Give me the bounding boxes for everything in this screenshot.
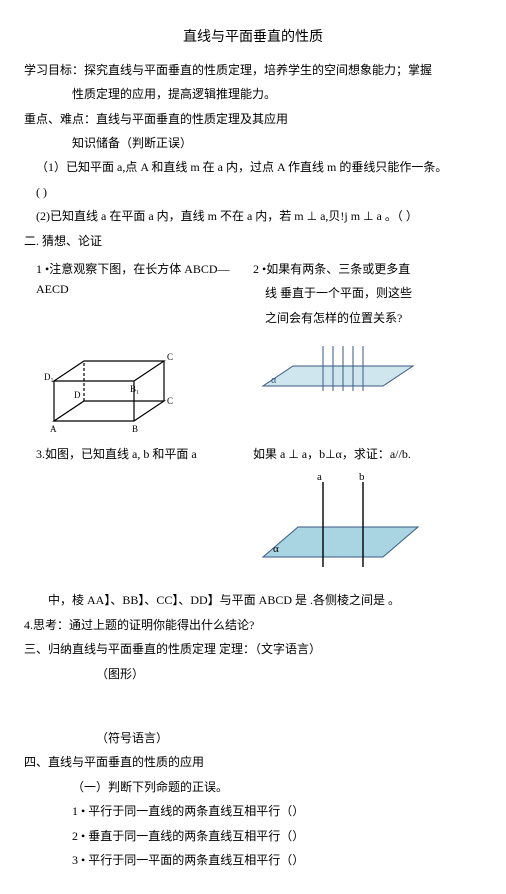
plane-multi-lines-figure: α: [253, 336, 482, 406]
s2-observe-text: 1 •注意观察下图，在长方体 ABCD—AECD: [36, 259, 253, 300]
svg-text:D: D: [74, 390, 81, 400]
s4-item-3: 3 • 平行于同一平面的两条直线互相平行（）: [72, 850, 482, 870]
svg-text:α: α: [273, 543, 279, 555]
s4-item-1: 1 • 平行于同一直线的两条直线互相平行（）: [72, 801, 482, 821]
cuboid-figure: A B C D D₁ B₁ C: [24, 336, 253, 436]
plane-two-lines-figure: a b α: [253, 472, 482, 582]
question-1-blank: ( ): [36, 182, 482, 202]
section-3-line-2: （图形）: [96, 664, 482, 684]
svg-text:C: C: [167, 352, 173, 362]
svg-text:D₁: D₁: [44, 372, 54, 382]
question-1-text: （1）已知平面 a,点 A 和直线 m 在 a 内，过点 A 作直线 m 的垂线…: [36, 157, 482, 177]
s2-right-2: 线 垂直于一个平面，则这些: [265, 283, 482, 303]
keypoint-line: 重点、难点：直线与平面垂直的性质定理及其应用: [24, 109, 482, 129]
s2-q3-right: 如果 a ⊥ a，b⊥α，求证：a//b.: [253, 444, 482, 464]
s2-mid-text: 中，棱 AA】、BB】、CC】、DD】与平面 ABCD 是 .各侧棱之间是 。: [48, 590, 482, 610]
section-3-line-1: 三、归纳直线与平面垂直的性质定理 定理：（文字语言）: [24, 639, 482, 659]
svg-text:b: b: [359, 472, 365, 483]
svg-text:a: a: [317, 472, 322, 483]
s4-item-2: 2 • 垂直于同一直线的两条直线互相平行（）: [72, 826, 482, 846]
svg-text:C: C: [167, 396, 173, 406]
svg-text:B₁: B₁: [130, 384, 139, 394]
svg-text:B: B: [132, 424, 138, 434]
s2-q4-text: 4.思考：通过上题的证明你能得出什么结论?: [24, 615, 482, 635]
s2-q3-left: 3.如图，已知直线 a, b 和平面 a: [36, 444, 253, 464]
svg-text:A: A: [50, 424, 57, 434]
goal-line-2: 性质定理的应用，提高逻辑推理能力。: [72, 84, 482, 104]
s2-right-3: 之间会有怎样的位置关系?: [265, 308, 482, 328]
s2-right-1: 2 •如果有两条、三条或更多直: [253, 259, 482, 279]
svg-text:α: α: [271, 375, 277, 386]
section-1-heading: 知识储备（判断正误）: [72, 133, 482, 153]
section-2-heading: 二. 猜想、论证: [24, 231, 482, 251]
section-4-heading: 四、直线与平面垂直的性质的应用: [24, 752, 482, 772]
s4-sub-heading: （一）判断下列命题的正误。: [72, 777, 482, 797]
page-title: 直线与平面垂直的性质: [24, 26, 482, 50]
goal-line-1: 学习目标：探究直线与平面垂直的性质定理，培养学生的空间想象能力；掌握: [24, 60, 482, 80]
section-3-line-3: （符号语言）: [96, 728, 482, 748]
question-2-text: (2)已知直线 a 在平面 a 内，直线 m 不在 a 内，若 m ⊥ a,贝!…: [36, 206, 482, 226]
